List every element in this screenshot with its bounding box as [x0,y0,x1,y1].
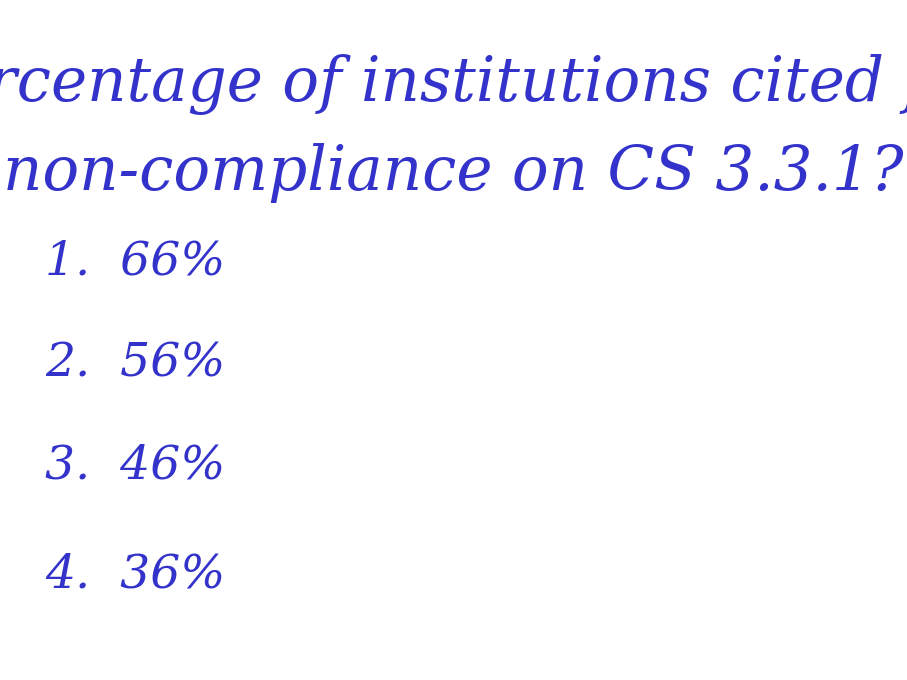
Text: 3.  46%: 3. 46% [45,443,226,488]
Text: 4.  36%: 4. 36% [45,552,226,597]
Text: non-compliance on CS 3.3.1?: non-compliance on CS 3.3.1? [4,143,903,203]
Text: 1.  66%: 1. 66% [45,239,226,284]
Text: Percentage of institutions cited for: Percentage of institutions cited for [0,54,907,116]
Text: 2.  56%: 2. 56% [45,341,226,386]
